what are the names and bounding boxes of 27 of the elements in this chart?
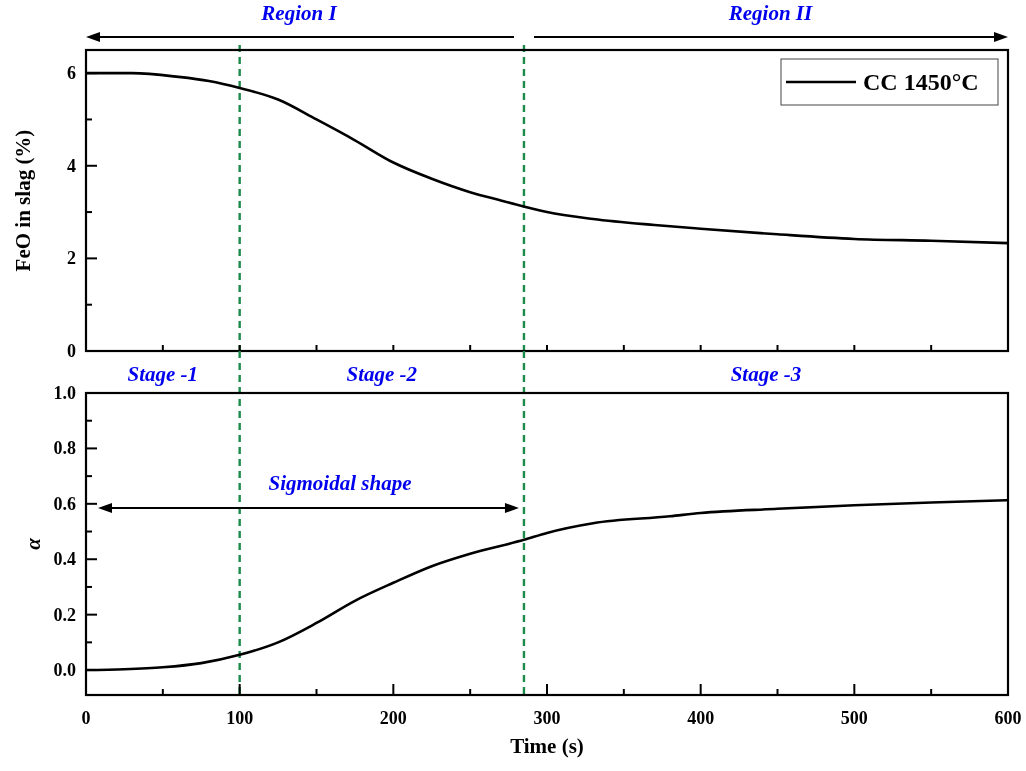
y-axis-title: FeO in slag (%) [11,129,35,272]
text: Region I [260,1,338,25]
y-tick-label: 4 [67,155,76,176]
y-tick-label: 0.2 [53,604,76,625]
y-tick-label: 0.6 [53,493,76,514]
x-tick-label: 100 [226,708,254,728]
x-axis-title: Time (s) [510,734,584,758]
y-tick-label: 1.0 [53,383,76,403]
text: Stage -3 [730,362,802,386]
y-tick-label: 0 [67,341,76,361]
text: Stage -2 [346,362,418,386]
x-tick-label: 300 [533,708,561,728]
text: Region II [727,1,814,25]
legend-label: CC 1450°C [863,69,979,95]
annotation: Sigmoidal shape [268,471,412,495]
y-axis-title: α [21,537,45,550]
x-tick-label: 400 [687,708,715,728]
x-tick-label: 200 [379,708,407,728]
y-tick-label: 0.4 [53,549,76,570]
y-tick-label: 2 [67,248,76,269]
x-tick-label: 500 [840,708,868,728]
x-tick-label: 0 [81,708,91,728]
y-tick-label: 0.0 [53,660,76,681]
y-tick-label: 6 [67,63,76,84]
y-tick-label: 0.8 [53,438,76,459]
x-tick-label: 600 [994,708,1022,728]
text: Stage -1 [127,362,199,386]
